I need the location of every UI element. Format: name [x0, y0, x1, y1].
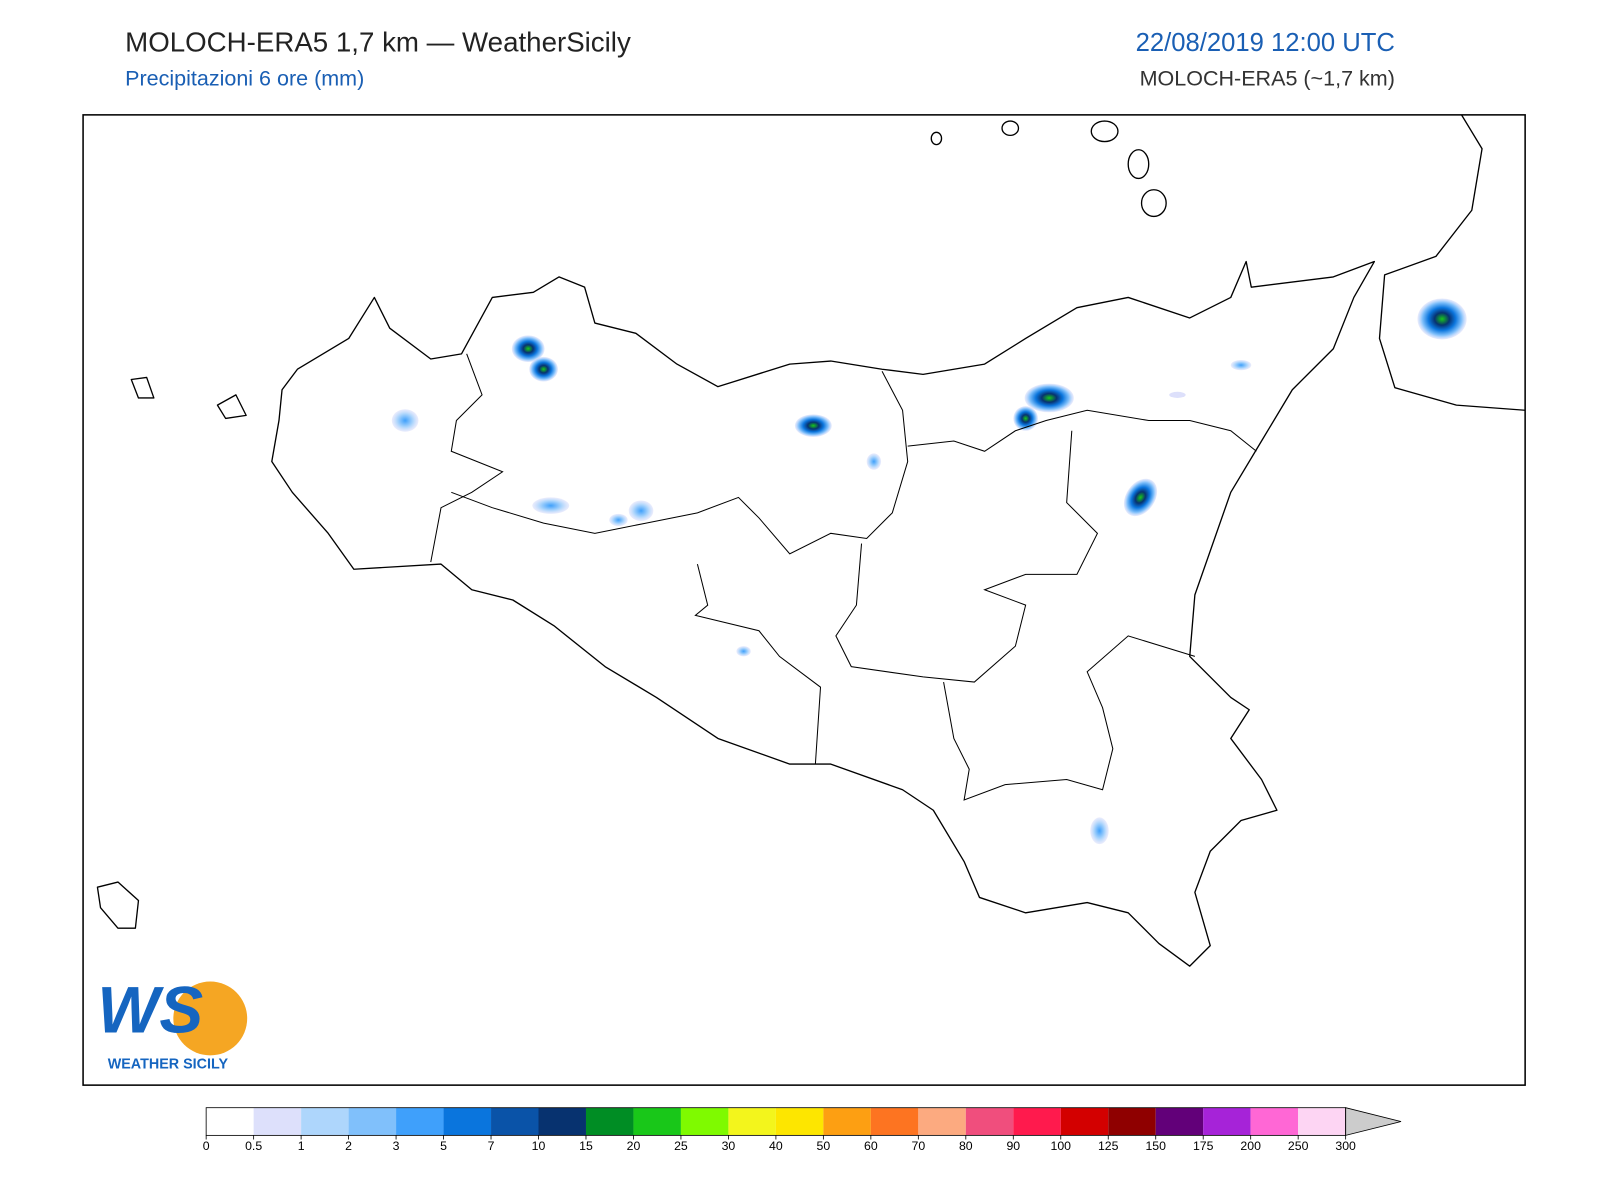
- colorbar-box: [1155, 1107, 1204, 1136]
- colorbar-box: [775, 1107, 824, 1136]
- colorbar-label: 15: [579, 1139, 593, 1153]
- map-subtitle: Precipitazioni 6 ore (mm): [125, 67, 364, 91]
- colorbar-box: [1298, 1107, 1346, 1136]
- colorbar-box: [348, 1107, 397, 1136]
- colorbar-label: 50: [817, 1139, 831, 1153]
- colorbar-label: 5: [440, 1139, 447, 1153]
- islands: [96, 120, 1167, 929]
- colorbar-label: 30: [722, 1139, 736, 1153]
- colorbar-label: 100: [1051, 1139, 1072, 1153]
- colorbar: 0 0.5 1 2 3 5 7 10 15 20 25 30 40 50 60 70 80 90 100 125 150…: [203, 1107, 1402, 1153]
- colorbar-extend: [1345, 1107, 1402, 1136]
- colorbar-box: [253, 1107, 302, 1136]
- colorbar-label: 0: [203, 1139, 210, 1153]
- logo-text: WEATHER SICILY: [108, 1056, 229, 1072]
- colorbar-label: 80: [959, 1139, 973, 1153]
- province-borders: [430, 353, 1257, 801]
- colorbar-box: [1013, 1107, 1061, 1136]
- colorbar-box: [870, 1107, 919, 1136]
- colorbar-box: [918, 1107, 966, 1136]
- sicily-coast: [271, 260, 1376, 967]
- colorbar-box: [633, 1107, 681, 1136]
- colorbar-label: 40: [769, 1139, 783, 1153]
- colorbar-label: 300: [1335, 1139, 1356, 1153]
- colorbar-label: 20: [627, 1139, 641, 1153]
- colorbar-label: 3: [393, 1139, 400, 1153]
- map: [82, 114, 1526, 1086]
- colorbar-box: [823, 1107, 871, 1136]
- colorbar-label: 200: [1240, 1139, 1261, 1153]
- colorbar-box: [1060, 1107, 1109, 1136]
- colorbar-label: 25: [674, 1139, 688, 1153]
- colorbar-box: [1203, 1107, 1251, 1136]
- colorbar-label: 60: [864, 1139, 878, 1153]
- colorbar-box: [1108, 1107, 1156, 1136]
- colorbar-label: 90: [1006, 1139, 1020, 1153]
- colorbar-box: [538, 1107, 586, 1136]
- colorbar-box: [396, 1107, 444, 1136]
- colorbar-box: [728, 1107, 776, 1136]
- model-name: MOLOCH-ERA5 (~1,7 km): [1140, 67, 1395, 91]
- calabria-coast: [1378, 114, 1526, 411]
- logo-letters: WS: [97, 974, 203, 1047]
- colorbar-label: 1: [298, 1139, 305, 1153]
- colorbar-box: [680, 1107, 729, 1136]
- map-frame: [82, 114, 1526, 1086]
- colorbar-box: [301, 1107, 349, 1136]
- colorbar-box: [443, 1107, 492, 1136]
- valid-time: 22/08/2019 12:00 UTC: [1136, 29, 1395, 57]
- map-title: MOLOCH-ERA5 1,7 km — WeatherSicily: [125, 26, 631, 57]
- colorbar-label: 7: [488, 1139, 495, 1153]
- colorbar-label: 10: [532, 1139, 546, 1153]
- colorbar-box: [965, 1107, 1014, 1136]
- colorbar-label: 2: [345, 1139, 352, 1153]
- colorbar-label: 250: [1288, 1139, 1309, 1153]
- colorbar-box: [206, 1107, 254, 1136]
- colorbar-box: [1250, 1107, 1299, 1136]
- colorbar-box: [585, 1107, 634, 1136]
- precipitation: [391, 298, 1467, 845]
- colorbar-box: [491, 1107, 539, 1136]
- colorbar-label: 175: [1193, 1139, 1214, 1153]
- colorbar-label: 0.5: [245, 1139, 262, 1153]
- colorbar-label: 70: [911, 1139, 925, 1153]
- logo: WS WEATHER SICILY: [97, 974, 248, 1072]
- colorbar-label: 150: [1145, 1139, 1166, 1153]
- colorbar-label: 125: [1098, 1139, 1119, 1153]
